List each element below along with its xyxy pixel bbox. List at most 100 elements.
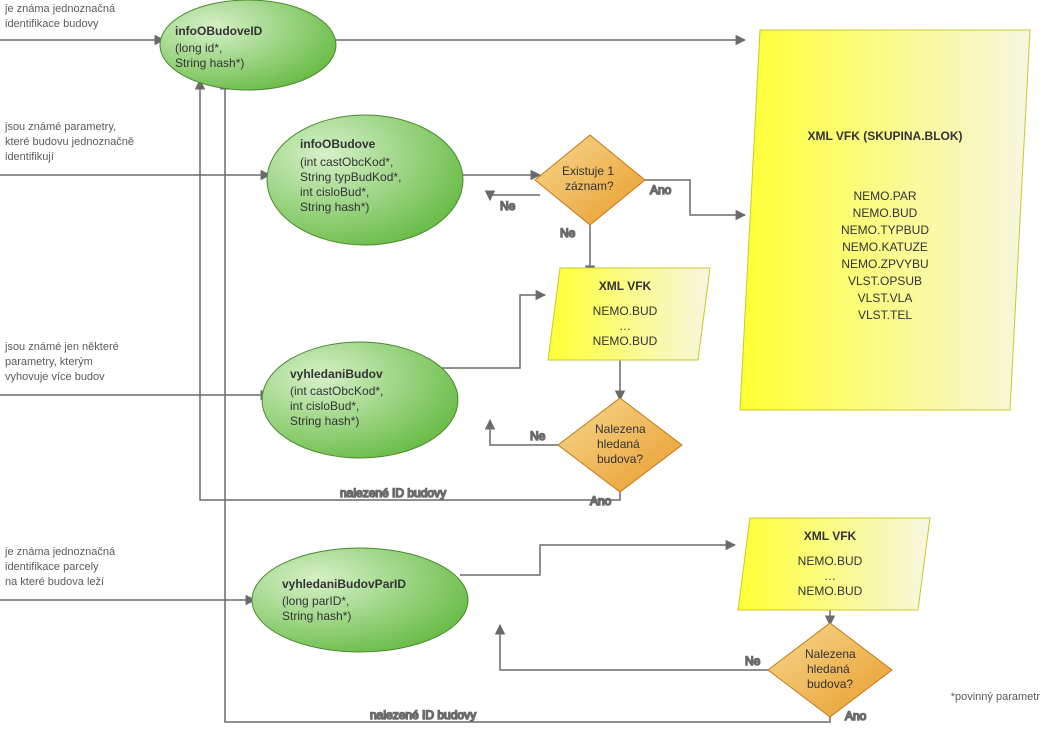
text: identifikují <box>5 151 54 163</box>
svg-text:String typBudKod*,: String typBudKod*, <box>300 170 401 184</box>
doc-title: XML VFK <box>804 529 857 543</box>
node-vyhledaniBudov: vyhledaniBudov (int castObcKod*, int cis… <box>262 342 458 458</box>
node-param: int cisloBud*, <box>300 185 369 199</box>
svg-text:NEMO.BUD: NEMO.BUD <box>593 334 658 348</box>
node-param: String hash*) <box>300 200 369 214</box>
text: jsou známé parametry, <box>4 121 116 133</box>
svg-text:VLST.OPSUB: VLST.OPSUB <box>848 274 922 288</box>
svg-text:parametry, kterým: parametry, kterým <box>5 356 93 368</box>
svg-text:vyhledaniBudovParID: vyhledaniBudovParID <box>282 577 406 591</box>
entry-label-2: jsou známé parametry, které budovu jedno… <box>4 121 134 163</box>
decision-found1: Nalezena hledaná budova? <box>558 398 682 492</box>
doc-item: NEMO.KATUZE <box>842 240 928 254</box>
svg-text:Ne: Ne <box>500 199 516 213</box>
text: jsou známé jen některé <box>4 341 119 353</box>
svg-text:Existuje 1: Existuje 1 <box>562 164 614 178</box>
svg-text:Ne: Ne <box>745 654 761 668</box>
node-title: vyhledaniBudovParID <box>282 577 406 591</box>
doc-item: NEMO.BUD <box>798 554 863 568</box>
label-no: Ne <box>500 199 516 213</box>
svg-text:je známa jednoznačná: je známa jednoznačná <box>4 546 116 558</box>
svg-text:…: … <box>824 569 836 583</box>
node-param: (int castObcKod*, <box>300 155 393 169</box>
text: je známa jednoznačná <box>4 3 116 15</box>
doc-item: … <box>619 319 631 333</box>
svg-text:NEMO.BUD: NEMO.BUD <box>798 554 863 568</box>
node-infoOBudoveID: infoOBudoveID (long id*, String hash*) <box>160 0 336 90</box>
entry-label-4: je známa jednoznačná identifikace parcel… <box>4 546 116 588</box>
svg-text:Ne: Ne <box>560 226 576 240</box>
svg-text:Ano: Ano <box>845 709 867 723</box>
svg-text:(long parID*,: (long parID*, <box>282 594 349 608</box>
node-title: infoOBudoveID <box>175 24 263 38</box>
svg-text:NEMO.KATUZE: NEMO.KATUZE <box>842 240 928 254</box>
label-no3: Ne <box>530 429 546 443</box>
svg-text:infoOBudove: infoOBudove <box>300 137 376 151</box>
doc-item: NEMO.PAR <box>853 189 916 203</box>
doc-item: NEMO.BUD <box>593 334 658 348</box>
decision-exists1: Existuje 1 záznam? <box>535 135 645 225</box>
svg-text:Nalezena: Nalezena <box>595 422 646 436</box>
label-found-id: nalezené ID budovy <box>340 486 446 500</box>
doc-title: XML VFK (SKUPINA.BLOK) <box>807 129 962 143</box>
node-param: int cisloBud*, <box>290 399 359 413</box>
svg-text:VLST.VLA: VLST.VLA <box>858 291 913 305</box>
node-param: String typBudKod*, <box>300 170 401 184</box>
doc-small2: XML VFK NEMO.BUD … NEMO.BUD <box>738 518 930 610</box>
node-title: vyhledaniBudov <box>290 367 383 381</box>
svg-text:nalezené ID budovy: nalezené ID budovy <box>340 486 446 500</box>
doc-item: NEMO.BUD <box>853 206 918 220</box>
svg-text:NEMO.BUD: NEMO.BUD <box>853 206 918 220</box>
node-param: String hash*) <box>290 414 359 428</box>
svg-text:identifikují: identifikují <box>5 151 54 163</box>
text: vyhovuje více budov <box>5 371 105 383</box>
svg-text:Ne: Ne <box>530 429 546 443</box>
text: na které budova leží <box>5 576 104 588</box>
label-yes3: Ano <box>845 709 867 723</box>
svg-text:String hash*): String hash*) <box>175 56 244 70</box>
svg-text:je známa jednoznačná: je známa jednoznačná <box>4 3 116 15</box>
svg-text:(int castObcKod*,: (int castObcKod*, <box>290 384 383 398</box>
svg-text:Ano: Ano <box>590 494 612 508</box>
svg-text:jsou známé jen některé: jsou známé jen některé <box>4 341 119 353</box>
node-title: infoOBudove <box>300 137 376 151</box>
decision-line: Existuje 1 <box>562 164 614 178</box>
node-param: (long parID*, <box>282 594 349 608</box>
node-param: String hash*) <box>175 56 244 70</box>
svg-text:záznam?: záznam? <box>565 179 614 193</box>
label-found-id2: nalezené ID budovy <box>370 708 476 722</box>
svg-text:identifikace budovy: identifikace budovy <box>5 18 99 30</box>
label-yes: Ano <box>650 183 672 197</box>
footnote: *povinný parametr <box>951 691 1041 703</box>
node-param: String hash*) <box>282 609 351 623</box>
doc-item: VLST.TEL <box>858 308 912 322</box>
decision-line: Nalezena <box>805 647 856 661</box>
text: identifikace budovy <box>5 18 99 30</box>
decision-line: budova? <box>597 452 643 466</box>
svg-text:String hash*): String hash*) <box>282 609 351 623</box>
svg-text:NEMO.BUD: NEMO.BUD <box>798 584 863 598</box>
svg-text:NEMO.TYPBUD: NEMO.TYPBUD <box>841 223 929 237</box>
label-no4: Ne <box>745 654 761 668</box>
svg-text:(long id*,: (long id*, <box>175 41 222 55</box>
decision-line: budova? <box>807 677 853 691</box>
svg-text:vyhovuje více budov: vyhovuje více budov <box>5 371 105 383</box>
text: je známa jednoznačná <box>4 546 116 558</box>
svg-text:nalezené ID budovy: nalezené ID budovy <box>370 708 476 722</box>
node-param: (int castObcKod*, <box>290 384 383 398</box>
decision-line: Nalezena <box>595 422 646 436</box>
doc-item: VLST.VLA <box>858 291 913 305</box>
svg-text:int cisloBud*,: int cisloBud*, <box>290 399 359 413</box>
doc-item: … <box>824 569 836 583</box>
svg-text:NEMO.PAR: NEMO.PAR <box>853 189 916 203</box>
decision-line: hledaná <box>807 662 850 676</box>
svg-text:Ano: Ano <box>650 183 672 197</box>
decision-line: hledaná <box>597 437 640 451</box>
label-yes2: Ano <box>590 494 612 508</box>
svg-text:…: … <box>619 319 631 333</box>
doc-item: NEMO.ZPVYBU <box>841 257 928 271</box>
svg-text:XML VFK: XML VFK <box>599 279 652 293</box>
node-vyhledaniBudovParID: vyhledaniBudovParID (long parID*, String… <box>252 548 468 652</box>
svg-text:XML VFK: XML VFK <box>804 529 857 543</box>
svg-text:String hash*): String hash*) <box>300 200 369 214</box>
